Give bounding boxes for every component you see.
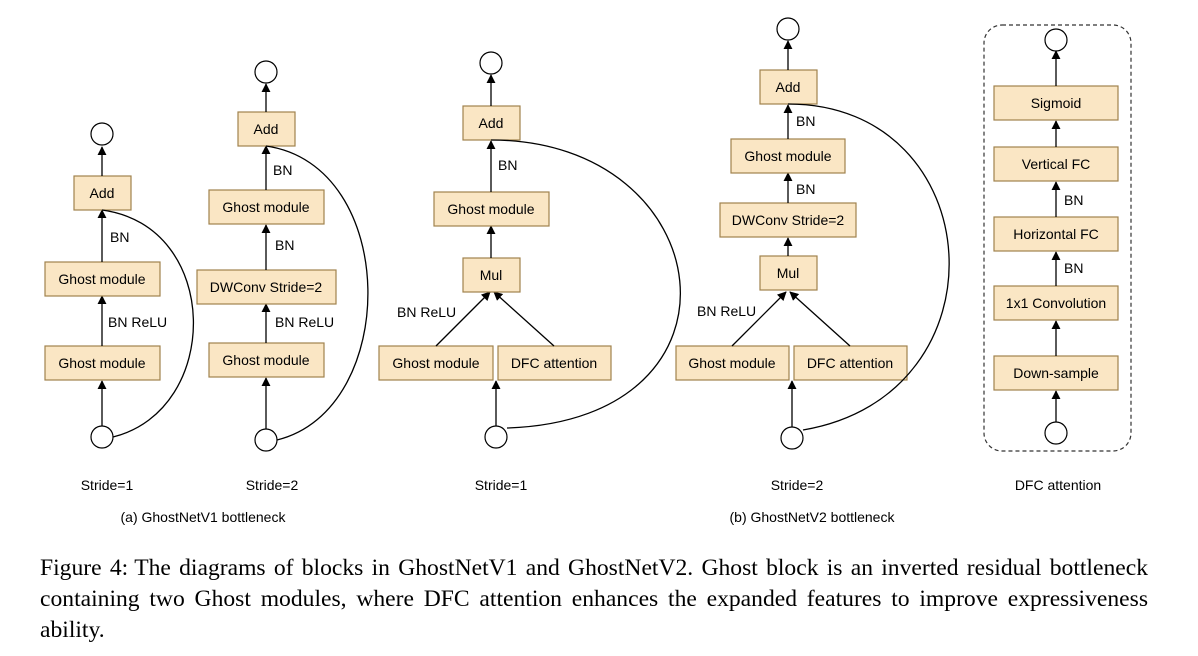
mul-box: Mul xyxy=(462,257,521,293)
edge-arrow xyxy=(435,291,491,347)
ghostnet-block-diagrams: Ghost module BN ReLU Ghost module BN Add… xyxy=(44,17,1132,525)
svg-text:Add: Add xyxy=(776,79,801,95)
input-node xyxy=(254,428,278,452)
stride-label: Stride=2 xyxy=(246,477,299,493)
svg-text:Ghost module: Ghost module xyxy=(222,352,309,368)
shortcut-connection xyxy=(787,103,950,431)
caption-label: Figure 4: xyxy=(40,555,129,581)
ghost-module-box: Ghost module xyxy=(378,345,494,381)
ghost-module-box: Ghost module xyxy=(44,261,161,297)
edge-label-bn: BN xyxy=(275,237,294,253)
edge-arrow xyxy=(731,291,787,347)
svg-text:Ghost module: Ghost module xyxy=(58,271,145,287)
svg-text:Vertical FC: Vertical FC xyxy=(1022,156,1090,172)
shortcut-connection xyxy=(101,209,195,438)
svg-text:Ghost module: Ghost module xyxy=(744,148,831,164)
svg-text:Mul: Mul xyxy=(480,267,503,283)
svg-text:Add: Add xyxy=(254,121,279,137)
svg-text:DWConv Stride=2: DWConv Stride=2 xyxy=(210,279,323,295)
edge-label-bn: BN xyxy=(796,181,815,197)
dfc-attention-block: Down-sample 1x1 Convolution BN Horizonta… xyxy=(983,24,1132,493)
edge-label-bn: BN xyxy=(1064,192,1083,208)
svg-text:DWConv Stride=2: DWConv Stride=2 xyxy=(732,212,845,228)
input-node xyxy=(1044,421,1068,445)
stride-label: Stride=1 xyxy=(475,477,528,493)
v2-stride2-block: Ghost module DFC attention BN ReLU Mul D… xyxy=(675,17,950,493)
dfc-panel-label: DFC attention xyxy=(1015,477,1101,493)
svg-text:1x1 Convolution: 1x1 Convolution xyxy=(1006,295,1106,311)
edge-label-bn-relu: BN ReLU xyxy=(275,314,334,330)
output-node xyxy=(776,17,800,41)
v1-stride2-block: Ghost module BN ReLU DWConv Stride=2 BN … xyxy=(196,60,369,493)
svg-text:Ghost module: Ghost module xyxy=(688,355,775,371)
input-node xyxy=(484,425,508,449)
caption-text: The diagrams of blocks in GhostNetV1 and… xyxy=(40,555,1148,643)
v2-subtitle: (b) GhostNetV2 bottleneck xyxy=(730,509,896,525)
input-node xyxy=(90,425,114,449)
dfc-attention-box: DFC attention xyxy=(497,345,612,381)
input-node xyxy=(780,426,804,450)
ghost-module-box: Ghost module xyxy=(433,191,550,227)
edge-label-bn: BN xyxy=(273,162,292,178)
v1-stride1-block: Ghost module BN ReLU Ghost module BN Add… xyxy=(44,122,195,493)
dwconv-box: DWConv Stride=2 xyxy=(196,269,337,305)
svg-text:Sigmoid: Sigmoid xyxy=(1031,95,1082,111)
output-node xyxy=(479,51,503,75)
edge-arrow xyxy=(493,291,555,347)
ghost-module-box: Ghost module xyxy=(208,189,325,225)
dashed-panel xyxy=(983,24,1132,452)
edge-label-bn: BN xyxy=(796,113,815,129)
shortcut-connection xyxy=(490,139,681,429)
output-node xyxy=(90,122,114,146)
down-sample-box: Down-sample xyxy=(993,355,1119,391)
svg-text:Mul: Mul xyxy=(777,265,800,281)
shortcut-connection xyxy=(265,145,369,441)
edge-label-bn-relu: BN ReLU xyxy=(397,304,456,320)
ghost-module-box: Ghost module xyxy=(730,138,846,174)
svg-text:Ghost module: Ghost module xyxy=(392,355,479,371)
dfc-attention-box: DFC attention xyxy=(793,345,908,381)
edge-label-bn-relu: BN ReLU xyxy=(108,314,167,330)
ghost-module-box: Ghost module xyxy=(208,342,325,378)
svg-text:Add: Add xyxy=(479,115,504,131)
v1-subtitle: (a) GhostNetV1 bottleneck xyxy=(121,509,287,525)
add-box: Add xyxy=(462,105,521,141)
svg-text:DFC attention: DFC attention xyxy=(807,355,893,371)
edge-arrow xyxy=(789,291,851,347)
edge-label-bn: BN xyxy=(498,157,517,173)
stride-label: Stride=1 xyxy=(81,477,134,493)
svg-text:Add: Add xyxy=(90,185,115,201)
edge-label-bn: BN xyxy=(110,229,129,245)
sigmoid-box: Sigmoid xyxy=(993,85,1119,121)
svg-text:Down-sample: Down-sample xyxy=(1013,365,1099,381)
ghost-module-box: Ghost module xyxy=(675,345,790,381)
v2-stride1-block: Ghost module DFC attention BN ReLU Mul G… xyxy=(378,51,681,493)
svg-text:Ghost module: Ghost module xyxy=(58,355,145,371)
svg-text:DFC attention: DFC attention xyxy=(511,355,597,371)
dwconv-box: DWConv Stride=2 xyxy=(719,202,857,238)
add-box: Add xyxy=(759,69,818,105)
output-node xyxy=(254,60,278,84)
figure-caption: Figure 4: The diagrams of blocks in Ghost… xyxy=(40,553,1148,646)
conv-1x1-box: 1x1 Convolution xyxy=(993,285,1119,321)
svg-text:Ghost module: Ghost module xyxy=(222,199,309,215)
edge-label-bn-relu: BN ReLU xyxy=(697,303,756,319)
svg-text:Ghost module: Ghost module xyxy=(447,201,534,217)
horizontal-fc-box: Horizontal FC xyxy=(993,216,1119,252)
add-box: Add xyxy=(73,175,132,211)
vertical-fc-box: Vertical FC xyxy=(993,146,1119,182)
stride-label: Stride=2 xyxy=(771,477,824,493)
ghost-module-box: Ghost module xyxy=(44,345,161,381)
mul-box: Mul xyxy=(759,255,818,291)
svg-text:Horizontal FC: Horizontal FC xyxy=(1013,226,1099,242)
output-node xyxy=(1044,28,1068,52)
add-box: Add xyxy=(237,111,296,147)
edge-label-bn: BN xyxy=(1064,260,1083,276)
